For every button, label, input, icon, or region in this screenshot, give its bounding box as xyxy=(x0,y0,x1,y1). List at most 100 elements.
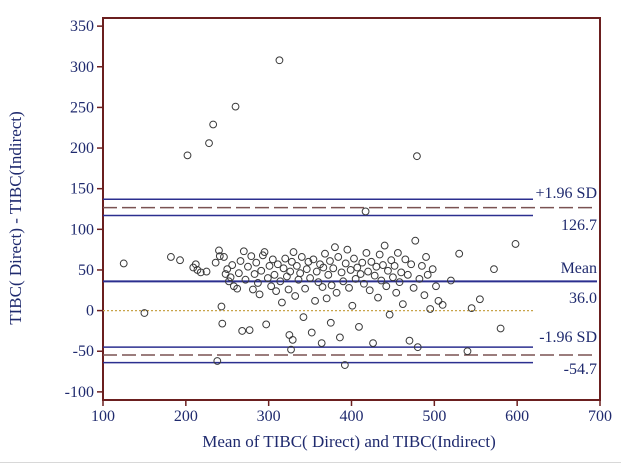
data-point xyxy=(423,270,432,279)
data-point xyxy=(395,278,404,287)
data-point xyxy=(233,284,242,293)
data-point xyxy=(312,267,321,276)
data-point xyxy=(263,274,272,282)
data-point xyxy=(407,260,416,269)
data-point xyxy=(273,260,282,269)
data-point xyxy=(384,266,392,275)
data-point xyxy=(490,265,498,274)
data-point xyxy=(434,296,443,305)
data-point xyxy=(350,254,358,263)
data-point xyxy=(244,262,252,271)
data-point xyxy=(213,357,222,365)
upper-loa-value: 126.7 xyxy=(561,217,597,234)
data-point xyxy=(339,277,348,286)
data-point xyxy=(309,255,318,264)
data-point xyxy=(413,343,422,352)
data-point xyxy=(447,276,455,285)
x-tick-label: 200 xyxy=(174,408,198,425)
data-point xyxy=(324,270,333,279)
data-point xyxy=(355,322,363,331)
data-point xyxy=(289,248,298,256)
data-point xyxy=(299,313,308,321)
y-tick-label: 50 xyxy=(78,262,94,279)
x-tick-label: 700 xyxy=(588,408,612,425)
x-tick-label: 600 xyxy=(505,408,529,425)
data-point xyxy=(205,139,213,148)
data-point xyxy=(432,282,440,291)
data-point xyxy=(356,270,365,278)
lower-loa-label: -1.96 SD xyxy=(539,329,597,346)
data-point xyxy=(276,277,285,286)
data-point xyxy=(343,245,352,254)
y-tick-label: 150 xyxy=(70,181,94,198)
data-point xyxy=(257,266,266,275)
data-point xyxy=(411,236,420,245)
y-tick-label: 250 xyxy=(70,99,94,116)
data-point xyxy=(360,279,368,288)
data-point xyxy=(345,283,353,292)
data-point xyxy=(420,291,429,300)
data-point xyxy=(140,309,149,317)
data-point xyxy=(211,258,220,267)
data-point xyxy=(217,302,226,311)
data-point xyxy=(380,241,389,250)
data-point xyxy=(167,253,175,261)
data-point xyxy=(297,253,306,261)
data-point xyxy=(455,249,464,258)
data-point xyxy=(397,268,406,277)
data-point xyxy=(218,319,227,328)
data-point xyxy=(321,249,329,258)
data-point xyxy=(351,274,360,283)
data-point xyxy=(385,310,394,319)
data-point xyxy=(340,361,349,369)
data-point xyxy=(262,320,271,329)
data-point xyxy=(226,273,235,282)
y-tick-label: 350 xyxy=(70,18,94,35)
data-point xyxy=(319,263,328,272)
plot-frame xyxy=(102,17,601,401)
data-point xyxy=(288,335,297,344)
data-point xyxy=(119,259,128,268)
data-point xyxy=(176,256,184,265)
data-point xyxy=(403,270,412,279)
mean-value: 36.0 xyxy=(569,290,597,307)
data-point xyxy=(285,331,294,339)
data-point xyxy=(236,257,245,265)
data-point xyxy=(279,264,288,273)
data-point xyxy=(253,279,262,287)
data-point xyxy=(331,243,339,252)
y-tick-label: 100 xyxy=(70,221,94,238)
data-point xyxy=(463,347,472,356)
data-point xyxy=(370,271,379,280)
x-tick-label: 500 xyxy=(422,408,446,425)
y-tick-label: 0 xyxy=(86,303,94,320)
data-point xyxy=(393,248,402,257)
data-point xyxy=(317,339,326,348)
data-point xyxy=(326,257,334,265)
data-point xyxy=(392,288,401,297)
upper-loa-label: +1.96 SD xyxy=(536,185,597,202)
data-point xyxy=(329,264,338,273)
y-tick-label: -100 xyxy=(65,384,94,401)
data-point xyxy=(413,152,421,161)
data-point xyxy=(362,248,371,257)
data-point xyxy=(238,327,247,335)
data-point xyxy=(270,270,279,279)
data-point xyxy=(346,266,355,274)
data-point xyxy=(348,301,357,310)
data-point xyxy=(364,267,372,276)
data-point xyxy=(426,305,435,313)
data-point xyxy=(267,282,276,291)
data-point xyxy=(387,256,396,265)
data-point xyxy=(296,269,305,278)
data-point xyxy=(367,257,376,266)
data-point xyxy=(286,267,295,276)
data-point xyxy=(268,255,277,264)
data-point xyxy=(231,102,240,111)
data-point xyxy=(225,277,233,286)
data-point xyxy=(382,282,391,291)
data-point xyxy=(353,263,362,272)
data-point xyxy=(265,261,274,270)
data-point xyxy=(228,261,237,269)
data-point xyxy=(287,345,295,354)
